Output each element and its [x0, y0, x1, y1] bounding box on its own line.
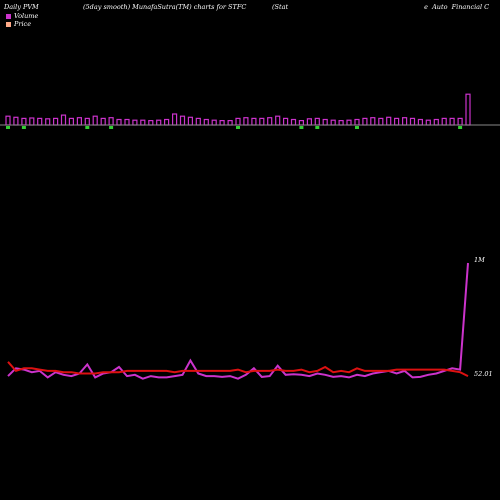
- volume-bar: [132, 119, 138, 126]
- volume-bar: [29, 117, 35, 126]
- volume-bar-down-marker: [355, 126, 359, 129]
- volume-bar: [243, 117, 249, 126]
- volume-bar: [394, 117, 400, 126]
- volume-bar: [338, 119, 344, 126]
- volume-bar: [179, 115, 186, 126]
- price-line: [7, 361, 469, 377]
- legend-price-swatch: [6, 21, 11, 27]
- legend-volume-label: Volume: [14, 12, 39, 20]
- volume-bar: [425, 119, 431, 126]
- volume-bar: [21, 117, 27, 126]
- volume-bar: [251, 117, 257, 126]
- volume-bar-down-marker: [236, 126, 240, 129]
- volume-bar: [346, 119, 352, 126]
- volume-bar: [45, 118, 51, 126]
- volume-bar: [52, 117, 59, 126]
- volume-bar: [283, 117, 289, 126]
- volume-bar: [37, 117, 43, 126]
- volume-bar: [457, 117, 463, 126]
- volume-bar: [219, 119, 225, 126]
- volume-bars: [5, 93, 471, 129]
- volume-bar-down-marker: [6, 126, 10, 129]
- volume-bar: [402, 117, 408, 126]
- volume-bar: [378, 117, 384, 126]
- volume-bar: [409, 117, 416, 126]
- volume-bar: [267, 117, 273, 126]
- volume-bar: [68, 117, 75, 126]
- volume-bar: [314, 117, 320, 126]
- volume-bar: [203, 118, 209, 126]
- volume-bar: [433, 118, 439, 126]
- company-name: (Stat e Auto Financial C: [272, 3, 496, 11]
- volume-bar: [211, 119, 217, 126]
- volume-bar: [195, 117, 201, 126]
- volume-bar: [108, 117, 114, 126]
- volume-bar: [227, 119, 233, 126]
- volume-bar-down-marker: [315, 126, 320, 129]
- volume-bar: [148, 119, 154, 126]
- volume-bar: [100, 117, 106, 126]
- legend-price-label: Price: [14, 20, 32, 28]
- volume-bar: [298, 119, 304, 126]
- volume-bar: [76, 117, 83, 126]
- volume-bar: [441, 117, 447, 126]
- volume-bar-down-marker: [458, 126, 463, 129]
- legend-price: Price: [6, 20, 31, 28]
- volume-bar: [465, 93, 471, 126]
- volume-bar: [362, 117, 368, 126]
- volume-bar: [13, 116, 19, 126]
- chart-title: (5day smooth) MunafaSutra(TM) charts for…: [83, 3, 247, 11]
- volume-bar: [164, 118, 170, 126]
- volume-bar-down-marker: [21, 126, 26, 129]
- volume-bar: [449, 117, 455, 126]
- volume-bar-down-marker: [109, 126, 114, 129]
- volume-bar: [84, 117, 90, 126]
- legend-volume-swatch: [6, 13, 11, 19]
- volume-bar: [259, 117, 265, 126]
- volume-bar-down-marker: [299, 126, 304, 129]
- volume-bar: [156, 119, 162, 126]
- volume-bar: [330, 119, 336, 126]
- chart-type-label: Daily PVM: [4, 3, 39, 11]
- volume-bar: [370, 117, 376, 126]
- volume-bar: [116, 118, 122, 126]
- volume-bar: [322, 118, 328, 126]
- company-name-prefix: (Stat: [272, 3, 289, 11]
- volume-bar: [290, 118, 297, 126]
- volume-bar: [124, 118, 130, 126]
- volume-bar: [386, 116, 392, 126]
- volume-bar: [140, 119, 146, 126]
- volume-bar: [187, 116, 193, 126]
- volume-bar: [306, 118, 312, 126]
- volume-bar: [354, 118, 360, 126]
- volume-bar: [417, 118, 423, 126]
- company-name-suffix: e Auto Financial C: [424, 3, 490, 11]
- volume-bar: [60, 114, 67, 126]
- volume-bar: [92, 115, 98, 126]
- volume-bar: [275, 115, 281, 126]
- volume-line: [7, 262, 469, 380]
- volume-line-label: 1M: [474, 256, 485, 264]
- volume-bar: [172, 113, 178, 126]
- volume-bar-down-marker: [85, 126, 90, 129]
- volume-bar: [235, 117, 241, 126]
- price-line-label: 52.01: [474, 370, 493, 378]
- volume-bar: [5, 115, 11, 126]
- legend-volume: Volume: [6, 12, 38, 20]
